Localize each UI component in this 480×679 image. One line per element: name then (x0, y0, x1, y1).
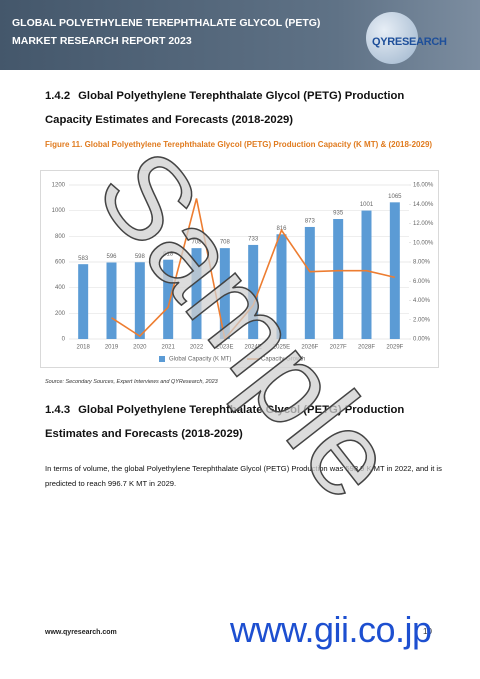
page-number: 10 (423, 627, 432, 636)
y2-tick-label: 14.00% (413, 202, 434, 208)
x-tick-label: 2018 (76, 345, 90, 351)
bar (134, 262, 145, 339)
bar-value-label: 1065 (388, 194, 402, 200)
section-title: Global Polyethylene Terephthalate Glycol… (45, 90, 405, 126)
bar (163, 259, 174, 339)
x-tick-label: 2026F (301, 345, 318, 351)
legend-swatch (159, 356, 165, 362)
figure-caption: Figure 11. Global Polyethylene Terephtha… (45, 140, 433, 149)
footer-website: www.qyresearch.com (45, 629, 117, 636)
bar (219, 248, 230, 339)
y2-tick-label: 16.00% (413, 183, 434, 189)
y-tick-label: 1200 (52, 183, 66, 189)
section-heading: 1.4.2 Global Polyethylene Terephthalate G… (45, 84, 445, 132)
section-heading: 1.4.3 Global Polyethylene Terephthalate G… (45, 398, 445, 446)
y-tick-label: 200 (55, 311, 66, 317)
x-tick-label: 2024E (244, 345, 261, 351)
y2-tick-label: 8.00% (413, 260, 431, 266)
bar (276, 234, 287, 339)
paragraph: In terms of volume, the global Polyethyl… (45, 464, 442, 488)
bar (333, 219, 344, 339)
bar (106, 262, 117, 339)
bar-value-label: 598 (135, 254, 146, 260)
y-tick-label: 1000 (52, 208, 66, 214)
bar-value-label: 935 (333, 211, 344, 217)
bar (78, 264, 89, 339)
bar-value-label: 1001 (360, 202, 374, 208)
y-tick-label: 400 (55, 285, 66, 291)
bar-value-label: 708 (191, 240, 202, 246)
x-tick-label: 2022 (190, 345, 204, 351)
bar (304, 226, 315, 339)
line (111, 198, 396, 341)
chart: 0 200 400 600 800 1000 1200 0.00% 2.00% 4.00% 6.00… (52, 183, 434, 363)
bar (361, 210, 372, 339)
bar-value-label: 618 (163, 251, 174, 257)
report-title: GLOBAL POLYETHYLENE TEREPHTHALATE GLYCOL… (12, 17, 321, 47)
section-title: Global Polyethylene Terephthalate Glycol… (45, 404, 405, 440)
bar-value-label: 733 (248, 237, 259, 243)
y2-tick-label: 10.00% (413, 240, 434, 246)
bar-value-label: 708 (220, 240, 231, 246)
x-tick-label: 2025E (273, 345, 290, 351)
y2-tick-label: 6.00% (413, 279, 431, 285)
chart-frame: 0 200 400 600 800 1000 1200 0.00% 2.00% 4.00% 6.00… (40, 170, 439, 368)
figure-source: Source: Secondary Sources, Expert Interv… (45, 379, 218, 385)
bar (389, 202, 400, 339)
y2-tick-label: 0.00% (413, 337, 431, 343)
y-tick-label: 0 (62, 337, 66, 343)
bar-value-label: 596 (106, 254, 117, 260)
brand-logo: www.gii.co.jp (230, 609, 432, 650)
logo-circle (366, 12, 418, 64)
logo-text: QYRESEARCH (372, 36, 447, 48)
bar-value-label: 873 (305, 219, 316, 225)
x-tick-label: 2028F (358, 345, 375, 351)
x-tick-label: 2023E (216, 345, 233, 351)
y-tick-label: 800 (55, 234, 66, 240)
legend-label: Capacity Growth (261, 357, 305, 363)
y2-tick-label: 2.00% (413, 317, 431, 323)
x-tick-label: 2029F (386, 345, 403, 351)
bar-value-label: 816 (276, 226, 287, 232)
y-tick-label: 600 (55, 260, 66, 266)
bar (191, 248, 202, 339)
legend-label: Global Capacity (K MT) (169, 357, 231, 363)
section-number: 1.4.2 (45, 90, 71, 102)
x-tick-label: 2019 (105, 345, 119, 351)
section-number: 1.4.3 (45, 404, 71, 416)
x-tick-label: 2020 (133, 345, 147, 351)
x-tick-label: 2027F (330, 345, 347, 351)
x-tick-label: 2021 (161, 345, 175, 351)
bar-value-label: 583 (78, 256, 89, 262)
y2-tick-label: 4.00% (413, 298, 431, 304)
bar (248, 244, 259, 339)
y2-tick-label: 12.00% (413, 221, 434, 227)
